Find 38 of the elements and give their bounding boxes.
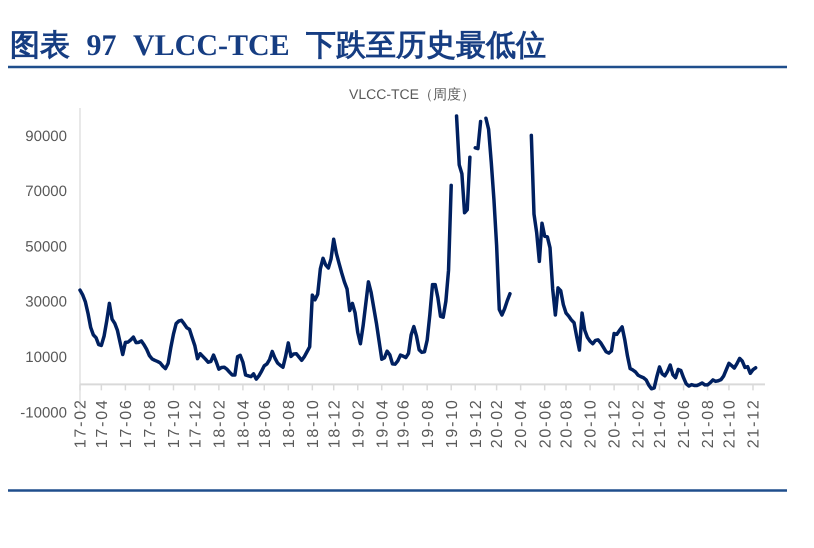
x-tick-label: 18-04 bbox=[236, 398, 253, 448]
x-tick-label: 17-04 bbox=[94, 398, 111, 448]
x-tick-label: 20-06 bbox=[537, 398, 554, 448]
x-tick-label: 18-06 bbox=[256, 398, 274, 448]
subtitle: VLCC-TCE（周度） bbox=[349, 86, 475, 102]
y-tick-label: 10000 bbox=[25, 348, 67, 366]
x-tick-label: 18-10 bbox=[304, 398, 322, 448]
x-tick-label: 21-12 bbox=[746, 398, 763, 448]
title: 图表 97 VLCC-TCE 下跌至历史最低位 bbox=[10, 29, 546, 62]
y-tick-label: 90000 bbox=[25, 128, 67, 145]
x-tick-label: 21-02 bbox=[630, 398, 648, 448]
x-tick-label: 17-02 bbox=[72, 398, 90, 448]
x-tick-label: 17-10 bbox=[166, 398, 184, 448]
x-tick-label: 20-10 bbox=[582, 398, 600, 448]
x-tick-label: 19-04 bbox=[374, 398, 392, 448]
x-tick-label: 18-12 bbox=[326, 398, 344, 448]
y-tick-label: -10000 bbox=[20, 404, 67, 422]
x-tick-label: 19-08 bbox=[420, 398, 437, 448]
x-tick-label: 21-08 bbox=[700, 398, 718, 448]
x-tick-label: 18-08 bbox=[280, 398, 298, 448]
x-tick-label: 17-12 bbox=[187, 398, 204, 448]
x-tick-label: 21-06 bbox=[676, 398, 694, 448]
x-tick-label: 18-02 bbox=[211, 398, 228, 448]
y-tick-label: 30000 bbox=[25, 294, 67, 311]
x-tick-label: 21-04 bbox=[652, 398, 670, 448]
x-tick-label: 17-08 bbox=[142, 398, 160, 448]
x-tick-label: 21-10 bbox=[722, 398, 739, 448]
x-tick-label: 19-02 bbox=[350, 398, 368, 448]
y-tick-label: 50000 bbox=[25, 238, 67, 256]
x-tick-label: 17-06 bbox=[118, 398, 135, 448]
x-tick-label: 20-02 bbox=[489, 398, 506, 448]
x-tick-label: 19-12 bbox=[468, 398, 485, 448]
x-tick-label: 19-10 bbox=[444, 398, 461, 448]
x-tick-label: 20-12 bbox=[606, 398, 624, 448]
x-tick-label: 20-08 bbox=[558, 398, 576, 448]
y-tick-label: 70000 bbox=[25, 183, 67, 200]
x-tick-label: 19-06 bbox=[396, 398, 413, 448]
x-tick-label: 20-04 bbox=[513, 398, 530, 448]
